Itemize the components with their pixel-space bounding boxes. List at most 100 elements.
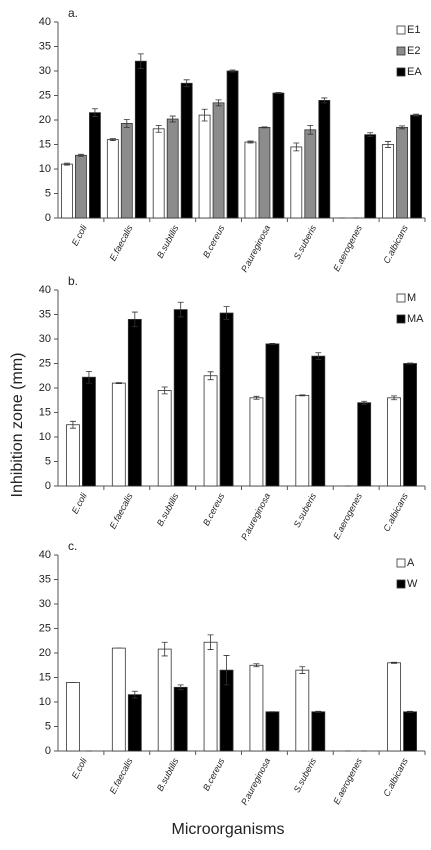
legend-swatch (396, 314, 406, 324)
y-tick-label: 15 (39, 671, 51, 683)
x-tick-label: P.aureginosa (239, 756, 272, 807)
error-bar (115, 382, 122, 384)
error-bar (131, 311, 138, 328)
bar (173, 309, 188, 487)
error-bar (385, 141, 392, 148)
error-bar (85, 370, 92, 384)
y-tick-label: 35 (39, 308, 51, 320)
y-tick-label: 5 (45, 187, 51, 199)
y-axis-title: Inhibition zone (mm) (9, 353, 26, 498)
x-tick-label: B.cereus (201, 491, 227, 527)
legend-label: MA (407, 313, 424, 325)
y-tick-label: 15 (39, 406, 51, 418)
y-tick-label: 25 (39, 357, 51, 369)
x-tick-label: E.coli (70, 222, 90, 247)
y-tick-label: 20 (39, 114, 51, 126)
y-tick-label: 10 (39, 696, 51, 708)
bar (66, 424, 80, 487)
error-bar (169, 115, 176, 123)
error-bar (253, 395, 260, 400)
bar (311, 355, 326, 487)
panel-label: c. (68, 539, 77, 553)
error-bar (229, 69, 236, 73)
y-tick-label: 10 (39, 431, 51, 443)
bar (410, 114, 422, 219)
error-bar (293, 142, 300, 152)
legend-label: EA (407, 66, 422, 78)
error-bar (367, 132, 374, 138)
error-bar (315, 710, 322, 713)
error-bar (201, 108, 208, 122)
y-tick-label: 25 (39, 89, 51, 101)
y-tick-label: 25 (39, 622, 51, 634)
y-tick-label: 30 (39, 65, 51, 77)
bar (89, 112, 101, 219)
error-bar (215, 99, 222, 107)
bar (265, 343, 280, 487)
y-tick-label: 15 (39, 138, 51, 150)
error-bar (131, 690, 138, 699)
x-tick-label: B.cereus (201, 223, 227, 259)
error-bar (177, 301, 184, 318)
bar (304, 129, 317, 219)
bar (127, 318, 142, 487)
x-axis-title: Microorganisms (172, 821, 285, 838)
bar (226, 70, 239, 219)
y-tick-label: 40 (39, 549, 51, 561)
error-bar (123, 119, 130, 128)
x-tick-label: P.aureginosa (239, 223, 272, 274)
error-bar (69, 420, 76, 429)
bar (75, 154, 87, 219)
bar (127, 694, 142, 752)
y-tick-label: 30 (39, 598, 51, 610)
error-bar (253, 663, 260, 668)
error-bar (161, 386, 168, 395)
error-bar (161, 641, 168, 657)
error-bar (391, 395, 398, 401)
bar (387, 662, 401, 752)
bar (403, 363, 417, 487)
error-bar (155, 124, 162, 133)
bar (396, 126, 408, 219)
bar (152, 128, 165, 219)
error-bar (413, 113, 420, 117)
x-tick-label: B.subtilis (155, 223, 181, 260)
bar (295, 394, 310, 487)
x-tick-label: P.aureginosa (239, 491, 272, 542)
x-tick-label: E.coli (70, 490, 90, 515)
y-tick-label: 40 (39, 284, 51, 296)
bar (265, 711, 280, 752)
x-tick-label: S.suberis (292, 223, 319, 261)
legend-label: A (407, 557, 415, 569)
y-tick-label: 30 (39, 333, 51, 345)
error-bar (315, 352, 322, 360)
bar (157, 390, 172, 487)
error-bar (299, 394, 306, 397)
panel-label: a. (68, 6, 78, 20)
x-tick-label: E.faecalis (108, 491, 135, 531)
legend-swatch (396, 558, 406, 568)
error-bar (137, 53, 144, 69)
x-tick-label: C.albicans (381, 756, 410, 798)
legend-swatch (396, 67, 406, 77)
y-tick-label: 5 (45, 455, 51, 467)
bar (212, 102, 225, 219)
bar (249, 397, 264, 487)
x-tick-label: C.albicans (381, 223, 410, 265)
error-bar (361, 400, 368, 405)
y-tick-label: 0 (45, 212, 51, 224)
bar (311, 711, 326, 752)
y-tick-label: 40 (39, 16, 51, 28)
y-tick-label: 20 (39, 382, 51, 394)
bar (61, 163, 73, 219)
x-tick-label: C.albicans (381, 491, 410, 533)
error-bar (91, 108, 98, 117)
bar (166, 118, 179, 219)
x-tick-label: E.aerogenes (331, 223, 364, 273)
x-tick-label: E.faecalis (108, 223, 135, 263)
error-bar (109, 138, 116, 141)
bar (66, 682, 80, 752)
bar (258, 126, 271, 219)
error-bar (391, 661, 398, 664)
